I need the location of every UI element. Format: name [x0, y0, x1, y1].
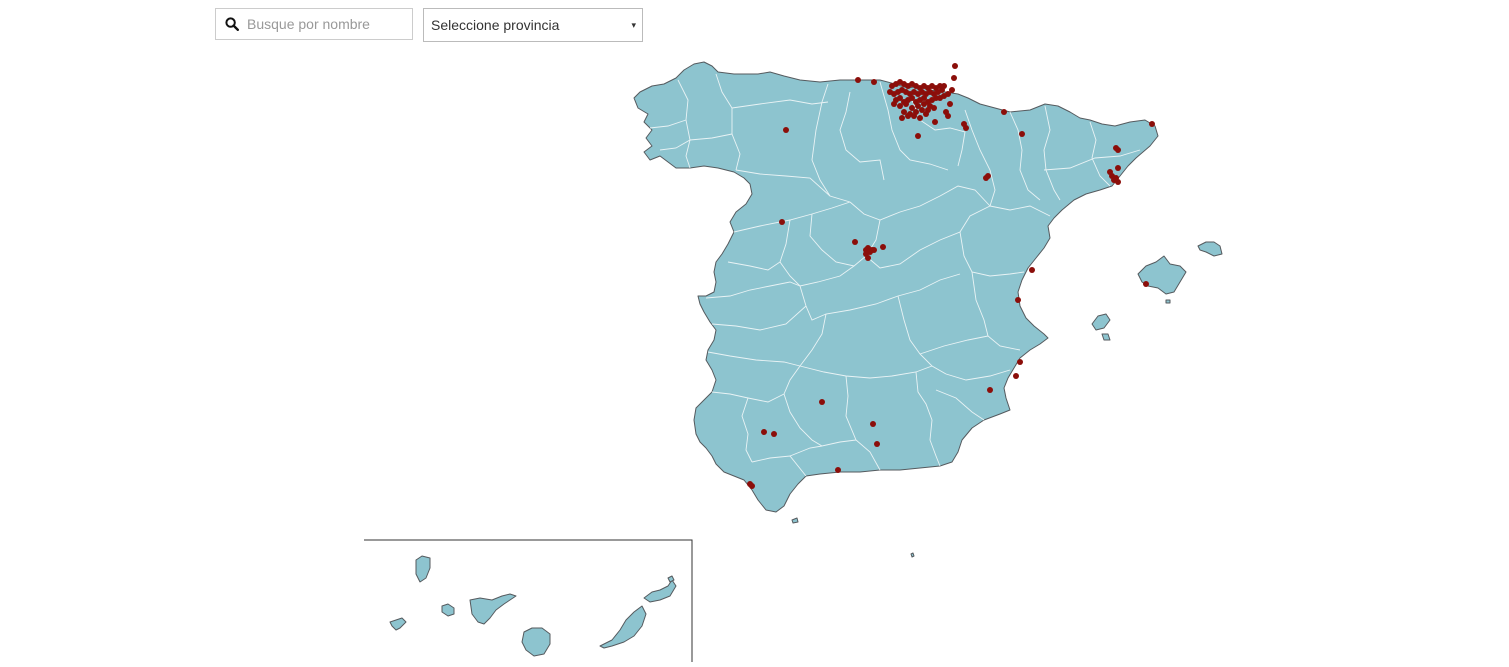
location-marker[interactable]: [1115, 165, 1121, 171]
canary-islands[interactable]: [389, 555, 677, 657]
la-palma-island[interactable]: [415, 555, 431, 583]
location-marker[interactable]: [985, 173, 991, 179]
location-marker[interactable]: [1015, 297, 1021, 303]
mainland-spain[interactable]: [633, 61, 1159, 513]
location-marker[interactable]: [909, 105, 915, 111]
location-marker[interactable]: [1149, 121, 1155, 127]
dropdown-arrow-icon: ▾: [631, 19, 636, 30]
location-marker[interactable]: [1143, 281, 1149, 287]
location-marker[interactable]: [1013, 373, 1019, 379]
menorca-island[interactable]: [1197, 241, 1223, 257]
province-select-value: Seleccione provincia: [431, 17, 560, 33]
location-marker[interactable]: [863, 247, 869, 253]
location-marker[interactable]: [819, 399, 825, 405]
location-marker[interactable]: [897, 95, 903, 101]
location-marker[interactable]: [947, 101, 953, 107]
location-marker[interactable]: [855, 77, 861, 83]
location-marker[interactable]: [761, 429, 767, 435]
location-marker[interactable]: [880, 244, 886, 250]
search-icon: [225, 17, 239, 31]
location-marker[interactable]: [835, 467, 841, 473]
location-marker[interactable]: [870, 421, 876, 427]
location-marker[interactable]: [1115, 179, 1121, 185]
province-select[interactable]: Seleccione provincia ▾: [423, 8, 643, 42]
location-marker[interactable]: [891, 101, 897, 107]
location-marker[interactable]: [949, 87, 955, 93]
location-marker[interactable]: [899, 115, 905, 121]
location-marker[interactable]: [911, 113, 917, 119]
location-marker[interactable]: [915, 103, 921, 109]
location-marker[interactable]: [909, 95, 915, 101]
location-marker[interactable]: [1017, 359, 1023, 365]
location-marker[interactable]: [931, 105, 937, 111]
location-marker[interactable]: [917, 115, 923, 121]
location-marker[interactable]: [871, 247, 877, 253]
fuerteventura-island[interactable]: [599, 605, 647, 649]
location-marker[interactable]: [945, 91, 951, 97]
location-marker[interactable]: [987, 387, 993, 393]
location-marker[interactable]: [915, 133, 921, 139]
location-marker[interactable]: [919, 107, 925, 113]
location-marker[interactable]: [771, 431, 777, 437]
location-marker[interactable]: [952, 63, 958, 69]
ibiza-island[interactable]: [1091, 313, 1111, 331]
location-marker[interactable]: [865, 255, 871, 261]
location-marker[interactable]: [779, 219, 785, 225]
ceuta[interactable]: [791, 517, 799, 524]
location-marker[interactable]: [923, 111, 929, 117]
location-marker[interactable]: [945, 113, 951, 119]
location-marker[interactable]: [921, 101, 927, 107]
location-marker[interactable]: [871, 79, 877, 85]
location-marker[interactable]: [903, 101, 909, 107]
location-marker[interactable]: [1019, 131, 1025, 137]
map-markers: [747, 63, 1155, 489]
location-marker[interactable]: [783, 127, 789, 133]
cabrera-island[interactable]: [1165, 299, 1171, 304]
location-marker[interactable]: [951, 75, 957, 81]
graciosa-island[interactable]: [667, 575, 675, 583]
search-box[interactable]: [215, 8, 413, 40]
location-marker[interactable]: [749, 483, 755, 489]
mallorca-island[interactable]: [1137, 255, 1187, 295]
location-marker[interactable]: [905, 113, 911, 119]
location-marker[interactable]: [932, 119, 938, 125]
location-marker[interactable]: [1115, 147, 1121, 153]
location-marker[interactable]: [1001, 109, 1007, 115]
location-marker[interactable]: [1029, 267, 1035, 273]
location-marker[interactable]: [963, 125, 969, 131]
search-input[interactable]: [247, 16, 407, 32]
location-marker[interactable]: [874, 441, 880, 447]
lanzarote-island[interactable]: [643, 579, 677, 603]
alboran-island[interactable]: [910, 552, 915, 558]
location-marker[interactable]: [897, 103, 903, 109]
location-marker[interactable]: [852, 239, 858, 245]
el-hierro-island[interactable]: [389, 617, 407, 631]
formentera-island[interactable]: [1101, 333, 1111, 341]
la-gomera-island[interactable]: [441, 603, 455, 617]
gran-canaria-island[interactable]: [521, 627, 551, 657]
location-marker[interactable]: [921, 95, 927, 101]
location-marker[interactable]: [901, 109, 907, 115]
tenerife-island[interactable]: [469, 593, 517, 625]
canary-inset-frame: [364, 539, 693, 662]
location-marker[interactable]: [939, 87, 945, 93]
